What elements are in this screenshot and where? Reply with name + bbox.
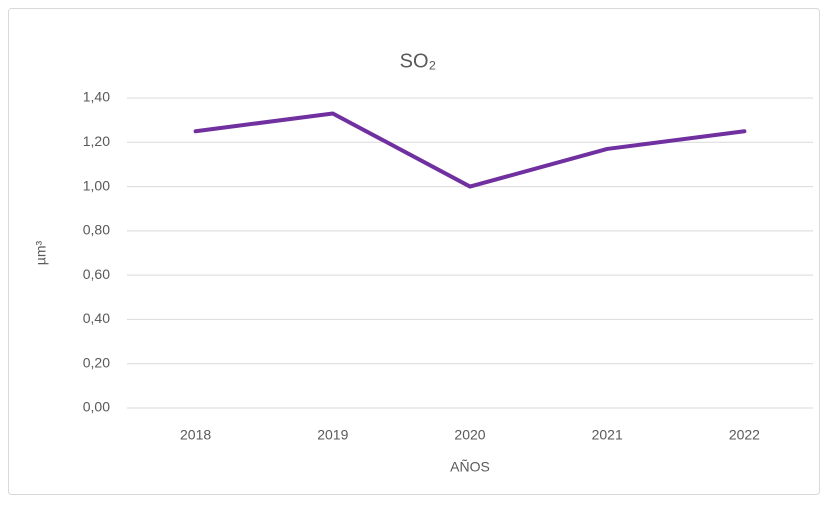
y-axis-label: µm³ xyxy=(33,240,49,265)
x-tick-label: 2018 xyxy=(180,427,211,443)
x-tick-label: 2021 xyxy=(592,427,623,443)
y-tick-label: 0,40 xyxy=(83,310,110,326)
y-tick-label: 1,40 xyxy=(83,89,110,105)
chart-title: SO₂ xyxy=(400,50,437,72)
y-tick-label: 0,00 xyxy=(83,399,110,415)
y-tick-label: 0,20 xyxy=(83,354,110,370)
y-tick-label: 0,60 xyxy=(83,266,110,282)
x-axis-label: AÑOS xyxy=(450,459,490,475)
y-tick-label: 1,20 xyxy=(83,133,110,149)
y-tick-label: 1,00 xyxy=(83,177,110,193)
x-tick-label: 2019 xyxy=(317,427,348,443)
y-tick-label: 0,80 xyxy=(83,222,110,238)
x-tick-label: 2022 xyxy=(729,427,760,443)
chart-border xyxy=(8,8,820,495)
line-series xyxy=(193,111,747,189)
x-tick-label: 2020 xyxy=(454,427,485,443)
